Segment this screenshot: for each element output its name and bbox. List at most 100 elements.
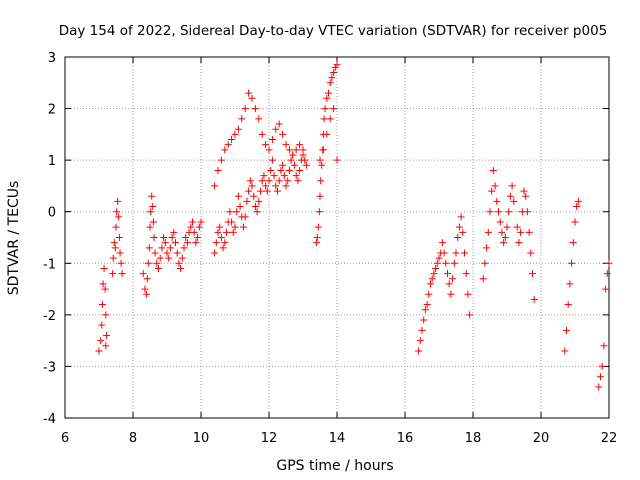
data-point <box>301 156 309 164</box>
y-tick-label: -2 <box>43 309 56 324</box>
data-point <box>561 347 569 355</box>
data-point <box>115 234 123 241</box>
data-point <box>265 146 273 154</box>
data-point <box>486 208 494 216</box>
data-points <box>95 61 613 391</box>
data-point <box>285 166 293 174</box>
data-point <box>435 254 443 262</box>
data-point <box>318 161 326 169</box>
data-point <box>452 249 460 257</box>
x-tick-label: 16 <box>397 431 414 446</box>
data-point <box>223 228 230 236</box>
data-point <box>597 373 604 381</box>
data-point <box>250 192 258 200</box>
data-point <box>598 362 606 370</box>
data-point <box>221 239 229 247</box>
data-point <box>500 239 508 247</box>
data-point <box>505 208 513 216</box>
x-axis-label: GPS time / hours <box>276 458 393 474</box>
data-point <box>145 244 153 252</box>
y-tick-label: -1 <box>43 257 56 272</box>
data-point <box>156 254 164 262</box>
data-point <box>457 213 465 221</box>
data-point <box>425 290 433 298</box>
data-point <box>571 218 579 226</box>
data-point <box>270 172 278 180</box>
data-point <box>423 301 431 309</box>
data-point <box>197 218 205 226</box>
data-point <box>248 94 256 102</box>
data-point <box>187 223 195 231</box>
data-point <box>501 234 509 241</box>
data-point <box>144 259 152 267</box>
data-point <box>282 141 290 149</box>
data-point <box>101 285 109 293</box>
data-point <box>438 239 446 247</box>
data-point <box>527 249 535 257</box>
data-point <box>147 208 155 216</box>
data-point <box>214 166 222 174</box>
data-point <box>231 223 239 231</box>
data-point <box>333 156 341 164</box>
data-point <box>268 156 276 164</box>
data-point <box>274 187 281 195</box>
data-point <box>279 161 287 169</box>
data-point <box>226 208 234 216</box>
data-point <box>491 182 499 190</box>
data-point <box>503 223 511 231</box>
data-point <box>229 228 237 236</box>
data-point <box>262 182 270 190</box>
data-point <box>330 68 338 76</box>
data-point <box>602 285 610 293</box>
data-point <box>195 223 203 231</box>
data-point <box>287 156 295 164</box>
data-point <box>192 239 200 247</box>
data-point <box>113 208 121 216</box>
data-point <box>569 239 577 247</box>
data-point <box>155 264 162 272</box>
y-tick-label: -4 <box>43 412 56 427</box>
data-point <box>529 270 536 278</box>
data-point <box>481 259 489 267</box>
data-point <box>445 280 453 288</box>
data-point <box>285 146 293 154</box>
data-point <box>102 342 110 350</box>
x-tick-label: 6 <box>61 431 69 446</box>
data-point <box>102 311 110 319</box>
data-point <box>573 203 581 211</box>
data-point <box>433 259 441 267</box>
data-point <box>277 166 285 174</box>
data-point <box>100 264 108 272</box>
data-point <box>313 234 321 241</box>
data-point <box>462 270 470 278</box>
data-point <box>166 244 174 252</box>
data-point <box>194 234 202 241</box>
data-point <box>165 254 173 262</box>
data-point <box>464 290 472 298</box>
data-point <box>421 306 429 314</box>
data-point <box>245 89 253 97</box>
data-point <box>320 115 328 123</box>
data-point <box>420 316 428 324</box>
data-point <box>231 130 239 138</box>
x-tick-label: 20 <box>533 431 550 446</box>
data-point <box>444 270 451 278</box>
data-point <box>267 166 275 174</box>
data-point <box>98 321 106 329</box>
data-point <box>428 275 436 283</box>
data-point <box>523 208 531 216</box>
y-tick-label: 0 <box>48 206 56 221</box>
data-point <box>455 223 463 231</box>
data-point <box>321 105 329 113</box>
data-point <box>449 275 457 283</box>
data-point <box>489 166 497 174</box>
data-point <box>447 290 455 298</box>
data-point <box>568 259 576 267</box>
data-point <box>241 213 249 221</box>
data-point <box>323 94 331 102</box>
data-point <box>178 254 186 262</box>
data-point <box>323 130 331 138</box>
y-tick-label: -3 <box>43 360 56 375</box>
data-point <box>450 259 458 267</box>
